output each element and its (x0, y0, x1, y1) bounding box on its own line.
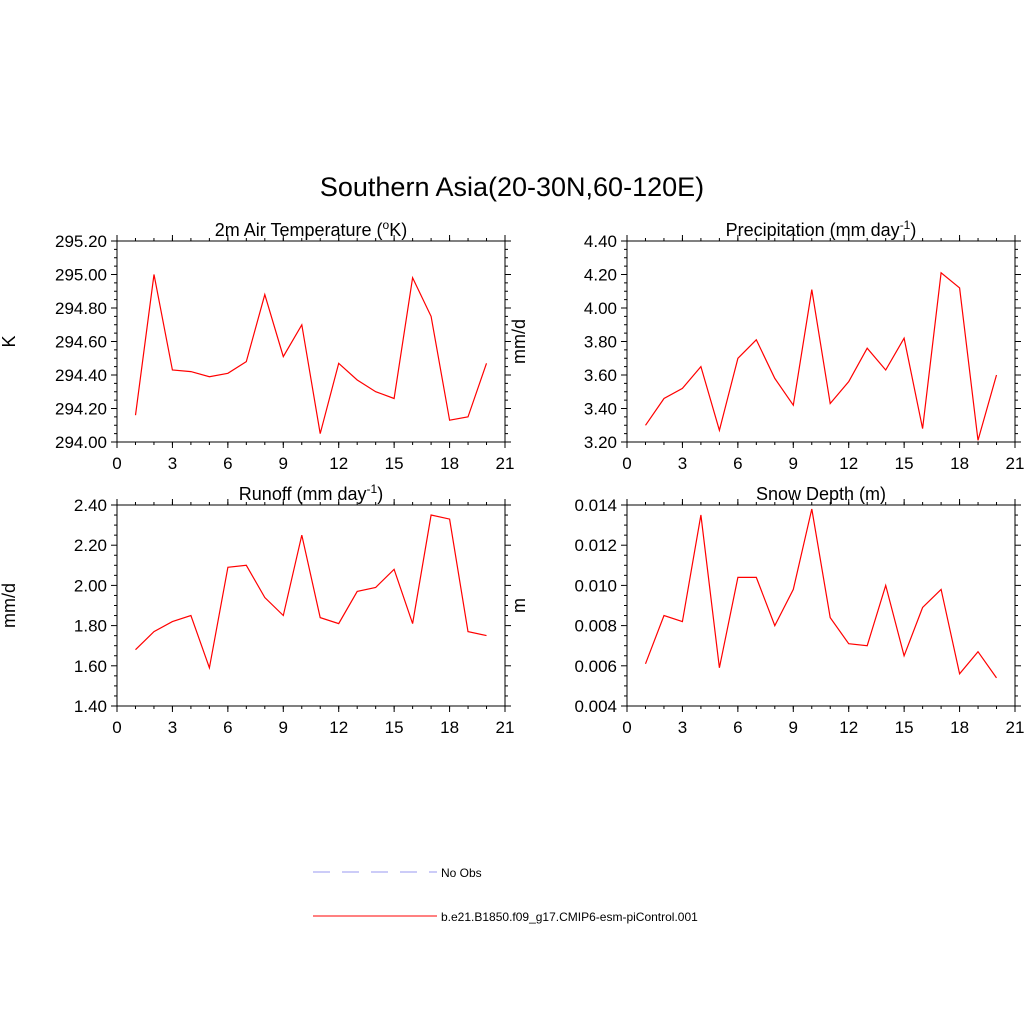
panel-title-superscript: -1 (900, 218, 911, 232)
panel-title-main: Precipitation (mm day (726, 220, 900, 240)
panel-2: Precipitation (mm day-1) 0 3 6 9 12 15 18 21 3.20… (509, 218, 1024, 473)
y-tick-label: 2.00 (74, 576, 107, 595)
series-line (136, 515, 487, 668)
x-tick-label: 3 (168, 718, 177, 737)
y-tick-label: 1.60 (74, 657, 107, 676)
x-tick-label: 12 (329, 718, 348, 737)
y-tick-label: 2.20 (74, 536, 107, 555)
x-tick-label: 0 (622, 454, 631, 473)
x-tick-label: 9 (789, 454, 798, 473)
y-tick-label: 294.20 (55, 400, 107, 419)
x-tick-label: 12 (839, 718, 858, 737)
panel-title-superscript: -1 (367, 482, 378, 496)
y-axis-label: mm/d (509, 319, 529, 364)
x-tick-label: 12 (839, 454, 858, 473)
x-tick-label: 3 (678, 454, 687, 473)
panel-3: Runoff (mm day-1) 0 3 6 9 12 15 18 21 1.40 1.60 1.8… (0, 482, 514, 737)
x-tick-label: 21 (1006, 718, 1024, 737)
y-tick-label: 4.40 (584, 232, 617, 251)
figure-title: Southern Asia(20-30N,60-120E) (320, 172, 704, 202)
series-line (646, 273, 997, 441)
y-tick-label: 1.40 (74, 697, 107, 716)
x-tick-label: 6 (733, 454, 742, 473)
y-tick-label: 0.006 (574, 657, 617, 676)
y-tick-label: 2.40 (74, 496, 107, 515)
y-tick-label: 294.00 (55, 433, 107, 452)
panel-title: Runoff (mm day-1) (239, 482, 383, 504)
panel-title-main: 2m Air Temperature ( (215, 220, 383, 240)
x-tick-label: 9 (279, 454, 288, 473)
series-line (136, 275, 487, 434)
x-tick-label: 3 (678, 718, 687, 737)
x-tick-label: 12 (329, 454, 348, 473)
y-tick-label: 294.60 (55, 333, 107, 352)
x-tick-label: 0 (622, 718, 631, 737)
y-tick-label: 3.40 (584, 400, 617, 419)
x-tick-label: 15 (385, 718, 404, 737)
panel-title-main: Snow Depth (m) (756, 484, 886, 504)
x-tick-label: 0 (112, 454, 121, 473)
panels-group: 2m Air Temperature (oK) 0 3 6 9 12 15 18 21 294.0… (0, 218, 1024, 737)
panel-title-tail: ) (910, 220, 916, 240)
plot-frame (627, 241, 1015, 442)
y-tick-label: 1.80 (74, 617, 107, 636)
y-tick-label: 3.60 (584, 366, 617, 385)
x-tick-label: 6 (733, 718, 742, 737)
x-tick-label: 21 (1006, 454, 1024, 473)
series-line (646, 509, 997, 678)
x-tick-label: 6 (223, 454, 232, 473)
y-tick-label: 0.010 (574, 576, 617, 595)
y-tick-label: 0.008 (574, 617, 617, 636)
panel-title-tail: K) (389, 220, 407, 240)
y-tick-label: 295.00 (55, 266, 107, 285)
panel-title: Precipitation (mm day-1) (726, 218, 917, 240)
x-tick-label: 3 (168, 454, 177, 473)
y-tick-label: 0.012 (574, 536, 617, 555)
legend: No Obs b.e21.B1850.f09_g17.CMIP6-esm-piCo… (313, 866, 698, 924)
x-tick-label: 21 (496, 718, 515, 737)
y-tick-label: 294.80 (55, 299, 107, 318)
legend-label-2: b.e21.B1850.f09_g17.CMIP6-esm-piControl.… (441, 910, 698, 924)
panel-title-main: Runoff (mm day (239, 484, 367, 504)
y-axis-label: m (509, 598, 529, 613)
y-tick-label: 4.00 (584, 299, 617, 318)
x-tick-label: 18 (440, 454, 459, 473)
x-tick-label: 15 (895, 718, 914, 737)
x-tick-label: 0 (112, 718, 121, 737)
y-tick-label: 294.40 (55, 366, 107, 385)
x-tick-label: 9 (279, 718, 288, 737)
x-tick-label: 18 (950, 454, 969, 473)
x-tick-label: 18 (440, 718, 459, 737)
legend-label-1: No Obs (441, 866, 482, 880)
x-tick-label: 21 (496, 454, 515, 473)
y-tick-label: 4.20 (584, 266, 617, 285)
x-tick-label: 15 (385, 454, 404, 473)
y-tick-label: 295.20 (55, 232, 107, 251)
panel-title: Snow Depth (m) (756, 484, 886, 504)
y-axis-label: mm/d (0, 583, 19, 628)
panel-1: 2m Air Temperature (oK) 0 3 6 9 12 15 18 21 294.0… (0, 218, 514, 473)
plot-frame (117, 241, 505, 442)
plot-frame (117, 505, 505, 706)
panel-4: Snow Depth (m) 0 3 6 9 12 15 18 21 0.004 0.006 0.00… (509, 484, 1024, 737)
x-tick-label: 15 (895, 454, 914, 473)
x-tick-label: 18 (950, 718, 969, 737)
x-tick-label: 9 (789, 718, 798, 737)
y-axis-label: K (0, 335, 19, 347)
y-tick-label: 3.80 (584, 333, 617, 352)
y-tick-label: 3.20 (584, 433, 617, 452)
panel-title-tail: ) (377, 484, 383, 504)
x-tick-label: 6 (223, 718, 232, 737)
y-tick-label: 0.004 (574, 697, 617, 716)
panel-title: 2m Air Temperature (oK) (215, 218, 407, 240)
y-tick-label: 0.014 (574, 496, 617, 515)
